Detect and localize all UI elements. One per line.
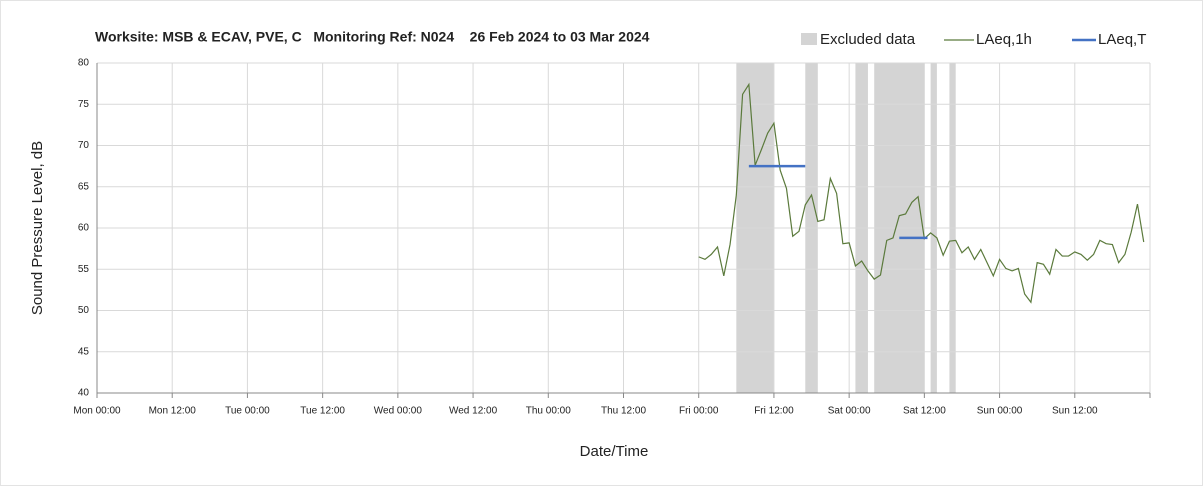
x-tick-label: Sat 12:00 <box>903 406 946 417</box>
chart-title: Worksite: MSB & ECAV, PVE, C Monitoring … <box>95 29 650 45</box>
y-tick-label: 70 <box>78 140 90 151</box>
y-tick-label: 65 <box>78 181 90 192</box>
legend-label: Excluded data <box>820 31 916 48</box>
x-axis-label: Date/Time <box>580 443 649 460</box>
y-tick-label: 40 <box>78 388 90 399</box>
y-tick-label: 45 <box>78 346 90 357</box>
x-tick-label: Sat 00:00 <box>828 406 871 417</box>
y-axis-label: Sound Pressure Level, dB <box>29 141 46 315</box>
series-line <box>698 82 1145 304</box>
x-tick-label: Fri 00:00 <box>679 406 719 417</box>
x-tick-label: Wed 00:00 <box>374 406 423 417</box>
y-tick-label: 80 <box>78 58 90 69</box>
x-tick-label: Sun 00:00 <box>977 406 1023 417</box>
x-tick-label: Fri 12:00 <box>754 406 794 417</box>
legend-label: LAeq,1h <box>976 31 1032 48</box>
x-tick-label: Sun 12:00 <box>1052 406 1098 417</box>
y-tick-label: 75 <box>78 99 90 110</box>
x-tick-label: Tue 00:00 <box>225 406 270 417</box>
legend-swatch <box>801 33 817 45</box>
y-tick-label: 50 <box>78 305 90 316</box>
x-tick-label: Wed 12:00 <box>449 406 498 417</box>
x-tick-label: Thu 12:00 <box>601 406 646 417</box>
x-tick-label: Mon 00:00 <box>73 406 121 417</box>
y-tick-label: 55 <box>78 264 90 275</box>
x-tick-label: Mon 12:00 <box>149 406 197 417</box>
x-tick-label: Tue 12:00 <box>300 406 345 417</box>
y-tick-label: 60 <box>78 223 90 234</box>
legend-label: LAeq,T <box>1098 31 1146 48</box>
x-tick-label: Thu 00:00 <box>526 406 571 417</box>
